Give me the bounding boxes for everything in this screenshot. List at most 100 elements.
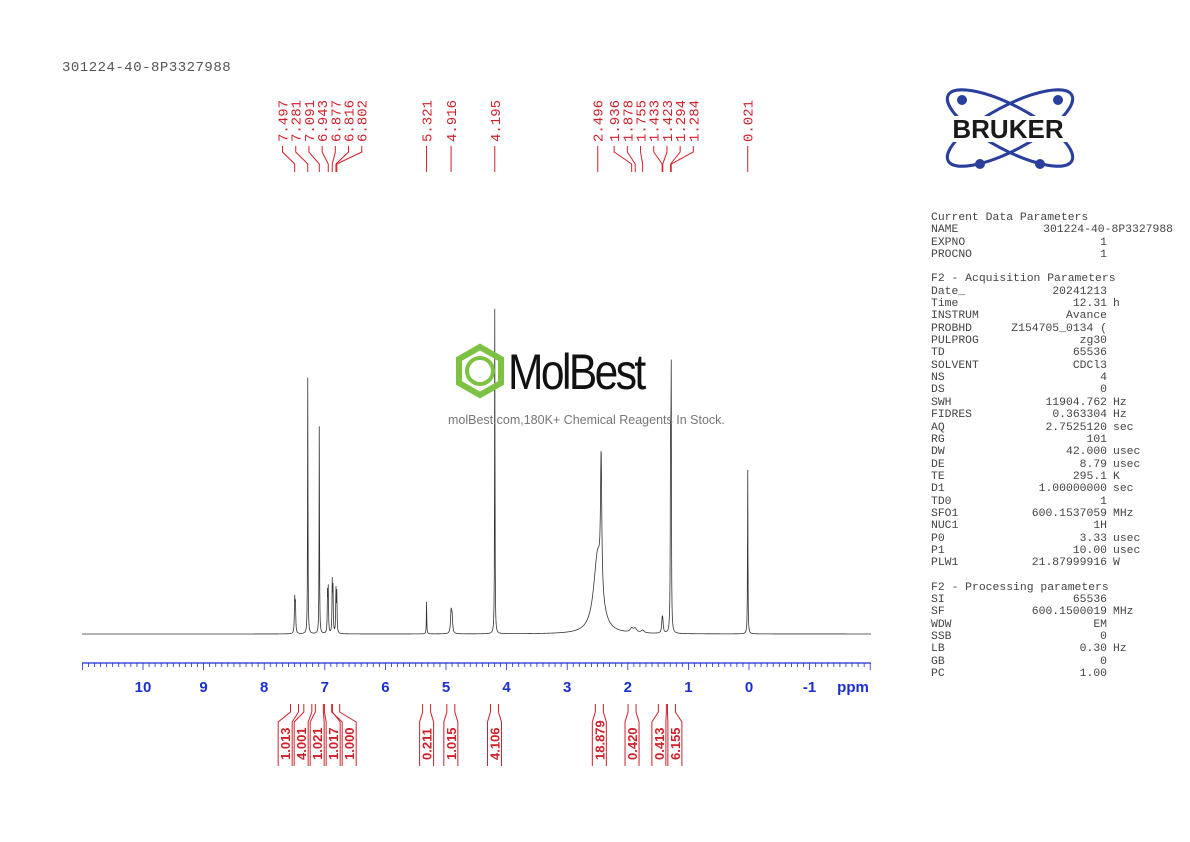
- parameter-row: SSB 0: [931, 631, 1143, 643]
- peak-label: 6.877: [329, 100, 345, 142]
- parameter-row: FIDRES 0.363304 Hz: [931, 409, 1143, 421]
- integral-bracket: [635, 704, 640, 766]
- integral-value: 4.106: [487, 727, 502, 760]
- parameter-value: 65536: [1072, 593, 1107, 606]
- parameter-value: 0: [1100, 384, 1107, 397]
- parameter-value: 4: [1100, 372, 1107, 385]
- integral-bracket: [674, 704, 683, 766]
- parameter-section-heading: Current Data Parameters: [931, 212, 1089, 224]
- x-tick-label: 2: [624, 679, 632, 696]
- parameter-unit: usec: [1113, 544, 1141, 557]
- parameter-unit: Hz: [1113, 396, 1127, 409]
- peak-label-connector: [331, 146, 336, 172]
- parameter-key: SF: [931, 606, 945, 619]
- parameter-row: RG 101: [931, 434, 1143, 446]
- parameter-value: 3.33: [1079, 532, 1107, 545]
- peak-label: 1.755: [635, 100, 651, 142]
- parameter-row: EXPNO 1: [931, 237, 1143, 249]
- parameter-key: TE: [931, 470, 945, 483]
- peak-label-connector: [335, 146, 350, 172]
- parameter-value: EM: [1093, 618, 1107, 631]
- integral-bracket: [651, 704, 659, 766]
- x-tick-label: 5: [442, 679, 450, 696]
- parameter-value: 20241213: [1052, 285, 1107, 298]
- peak-label: 4.195: [489, 100, 505, 142]
- parameter-unit: [1107, 310, 1143, 322]
- parameter-key: EXPNO: [931, 236, 966, 249]
- parameter-key: PC: [931, 668, 945, 681]
- peak-label-connector: [295, 146, 309, 172]
- parameter-row: PLW1 21.87999916 W: [931, 557, 1143, 569]
- parameter-key: D1: [931, 483, 945, 496]
- parameter-key: DW: [931, 446, 945, 459]
- parameter-value: 1.00000000: [1038, 483, 1107, 496]
- parameter-unit: MHz: [1113, 507, 1134, 520]
- parameter-unit: [1107, 631, 1143, 643]
- parameter-unit: usec: [1113, 532, 1141, 545]
- parameter-key: WDW: [931, 618, 952, 631]
- parameter-row: SWH 11904.762 Hz: [931, 397, 1143, 409]
- parameter-row: LB 0.30 Hz: [931, 643, 1143, 655]
- peak-label-connector: [653, 146, 663, 172]
- integral-value: 1.013: [278, 727, 293, 760]
- x-tick-label: 10: [135, 679, 152, 696]
- parameter-unit: [1107, 434, 1143, 446]
- parameter-key: PROBHD: [931, 322, 973, 335]
- integral-bracket: [307, 704, 313, 766]
- parameter-row: WDW EM: [931, 619, 1143, 631]
- parameter-value: 1.00: [1079, 668, 1107, 681]
- x-tick-label: 0: [745, 679, 753, 696]
- parameter-key: PROCNO: [931, 249, 973, 262]
- parameter-unit: [1107, 360, 1143, 372]
- parameter-key: P0: [931, 532, 945, 545]
- parameter-key: SWH: [931, 396, 952, 409]
- parameter-value: 42.000: [1065, 446, 1107, 459]
- x-tick-label: 9: [199, 679, 207, 696]
- parameter-value: zg30: [1079, 335, 1107, 348]
- spectrum-title: 301224-40-8P3327988: [62, 60, 232, 76]
- parameter-key: DE: [931, 458, 945, 471]
- parameter-unit: [1107, 347, 1143, 359]
- peak-label-connector: [662, 146, 668, 172]
- peak-label: 4.916: [445, 100, 461, 142]
- parameter-value: 21.87999916: [1031, 557, 1107, 570]
- parameter-unit: Hz: [1113, 409, 1127, 422]
- integral-bracket: [497, 704, 502, 766]
- integral-bracket: [419, 704, 424, 766]
- integral-value: 1.017: [326, 727, 341, 760]
- parameter-unit: [1107, 594, 1143, 606]
- parameter-key: LB: [931, 643, 945, 656]
- integral-bracket: [454, 704, 459, 766]
- parameter-row: P0 3.33 usec: [931, 533, 1143, 545]
- parameter-row: P1 10.00 usec: [931, 545, 1143, 557]
- parameter-row: DS 0: [931, 384, 1143, 396]
- parameter-key: Time: [931, 298, 959, 311]
- x-tick-label: 4: [502, 679, 511, 696]
- parameter-value: 600.1537059: [1031, 507, 1107, 520]
- parameter-value: 0.30: [1079, 643, 1107, 656]
- parameter-row: D1 1.00000000 sec: [931, 483, 1143, 495]
- integral-value: 1.021: [310, 727, 325, 760]
- parameter-unit: [1107, 496, 1143, 508]
- parameter-row: DW 42.000 usec: [931, 446, 1143, 458]
- parameter-key: Date_: [931, 285, 966, 298]
- parameter-unit: h: [1113, 298, 1120, 311]
- parameter-value: Z154705_0134 (: [1011, 322, 1107, 335]
- parameter-row: GB 0: [931, 656, 1143, 668]
- peak-label: 6.816: [343, 100, 359, 142]
- integral-value: 4.001: [294, 727, 309, 760]
- parameter-row: SOLVENT CDCl3: [931, 360, 1143, 372]
- parameter-key: PLW1: [931, 557, 959, 570]
- peak-label: 1.433: [648, 100, 664, 142]
- parameter-value: 2.7525120: [1045, 421, 1107, 434]
- parameter-unit: [1107, 335, 1143, 347]
- parameter-unit: [1137, 224, 1143, 236]
- integral-bracket: [323, 704, 327, 766]
- peak-label: 1.294: [674, 100, 690, 142]
- parameter-key: AQ: [931, 421, 945, 434]
- parameter-unit: [1107, 656, 1143, 668]
- parameter-unit: [1107, 323, 1143, 335]
- parameter-key: SSB: [931, 631, 952, 643]
- x-tick-label: 7: [321, 679, 329, 696]
- parameter-key: INSTRUM: [931, 310, 979, 323]
